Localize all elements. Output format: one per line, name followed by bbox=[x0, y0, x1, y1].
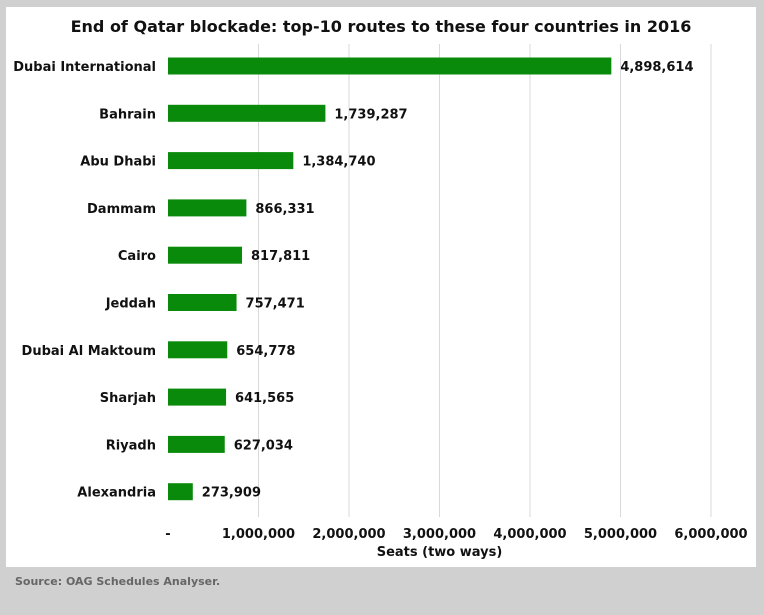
data-label: 627,034 bbox=[234, 438, 293, 453]
bar bbox=[168, 57, 612, 75]
x-tick-label: 6,000,000 bbox=[674, 527, 747, 542]
category-label: Dammam bbox=[87, 202, 156, 217]
category-label: Alexandria bbox=[77, 486, 156, 501]
data-label: 1,739,287 bbox=[334, 107, 407, 122]
category-label: Dubai International bbox=[13, 60, 156, 75]
bar bbox=[168, 246, 243, 264]
category-label: Bahrain bbox=[99, 107, 156, 122]
x-tick-label: 5,000,000 bbox=[584, 527, 657, 542]
source-note: Source: OAG Schedules Analyser. bbox=[15, 575, 221, 588]
bar bbox=[168, 294, 237, 311]
chart-title: End of Qatar blockade: top-10 routes to … bbox=[70, 17, 692, 36]
category-label: Cairo bbox=[118, 249, 156, 264]
data-label: 273,909 bbox=[202, 486, 261, 501]
x-tick-label: 4,000,000 bbox=[493, 527, 566, 542]
category-label: Dubai Al Maktoum bbox=[22, 344, 156, 359]
bar bbox=[168, 388, 227, 406]
category-label: Riyadh bbox=[106, 438, 156, 453]
data-label: 4,898,614 bbox=[620, 60, 693, 75]
data-label: 817,811 bbox=[251, 249, 310, 264]
x-tick-label: 1,000,000 bbox=[222, 527, 295, 542]
data-label: 1,384,740 bbox=[302, 155, 375, 170]
bar bbox=[168, 341, 228, 359]
x-tick-label: - bbox=[165, 527, 170, 542]
x-axis-label: Seats (two ways) bbox=[377, 545, 503, 560]
x-tick-label: 3,000,000 bbox=[403, 527, 476, 542]
category-label: Jeddah bbox=[105, 297, 156, 312]
bar bbox=[168, 104, 326, 122]
chart-panel: End of Qatar blockade: top-10 routes to … bbox=[6, 7, 756, 567]
data-label: 757,471 bbox=[246, 297, 305, 312]
category-label: Sharjah bbox=[100, 391, 156, 406]
bar bbox=[168, 483, 193, 501]
bar bbox=[168, 199, 247, 217]
bar bbox=[168, 435, 225, 453]
data-label: 866,331 bbox=[255, 202, 314, 217]
data-label: 654,778 bbox=[236, 344, 295, 359]
bar bbox=[168, 152, 294, 170]
category-label: Abu Dhabi bbox=[80, 155, 156, 170]
x-tick-label: 2,000,000 bbox=[312, 527, 385, 542]
data-label: 641,565 bbox=[235, 391, 294, 406]
